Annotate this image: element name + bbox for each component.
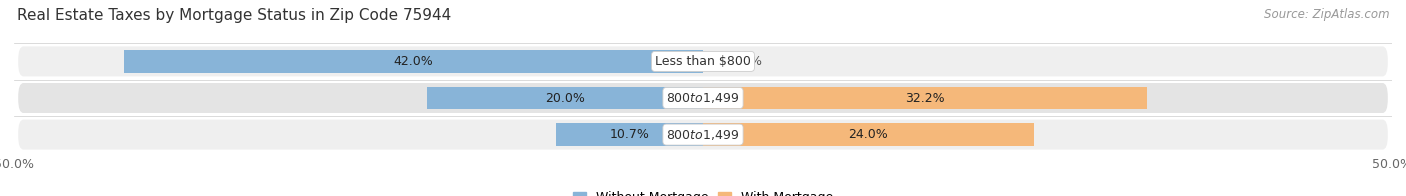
Text: 32.2%: 32.2% [905, 92, 945, 104]
Text: $800 to $1,499: $800 to $1,499 [666, 128, 740, 142]
FancyBboxPatch shape [18, 46, 1388, 76]
Bar [703, 87, 1147, 109]
FancyBboxPatch shape [18, 83, 1388, 113]
Text: Real Estate Taxes by Mortgage Status in Zip Code 75944: Real Estate Taxes by Mortgage Status in … [17, 8, 451, 23]
Bar [703, 123, 1033, 146]
Text: 20.0%: 20.0% [546, 92, 585, 104]
Bar [124, 50, 703, 73]
Legend: Without Mortgage, With Mortgage: Without Mortgage, With Mortgage [571, 189, 835, 196]
Text: Source: ZipAtlas.com: Source: ZipAtlas.com [1264, 8, 1389, 21]
Bar [427, 87, 703, 109]
Bar [555, 123, 703, 146]
Text: 0.0%: 0.0% [731, 55, 762, 68]
Text: 42.0%: 42.0% [394, 55, 433, 68]
Text: Less than $800: Less than $800 [655, 55, 751, 68]
FancyBboxPatch shape [18, 120, 1388, 150]
Text: 10.7%: 10.7% [609, 128, 650, 141]
Text: $800 to $1,499: $800 to $1,499 [666, 91, 740, 105]
Text: 24.0%: 24.0% [848, 128, 889, 141]
